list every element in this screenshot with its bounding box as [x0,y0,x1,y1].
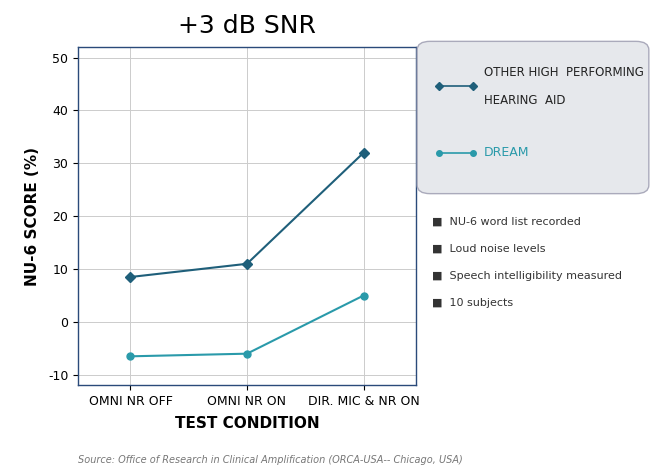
X-axis label: TEST CONDITION: TEST CONDITION [175,416,319,431]
Text: ■  10 subjects: ■ 10 subjects [432,298,514,308]
Title: +3 dB SNR: +3 dB SNR [178,14,316,38]
FancyBboxPatch shape [417,41,649,194]
Text: OTHER HIGH  PERFORMING: OTHER HIGH PERFORMING [484,66,644,79]
Text: ■  Speech intelligibility measured: ■ Speech intelligibility measured [432,271,622,281]
Text: Source: Office of Research in Clinical Amplification (ORCA-USA-- Chicago, USA): Source: Office of Research in Clinical A… [78,455,463,465]
Text: ■  NU-6 word list recorded: ■ NU-6 word list recorded [432,216,581,226]
Y-axis label: NU-6 SCORE (%): NU-6 SCORE (%) [25,147,40,286]
Text: DREAM: DREAM [484,146,529,159]
Text: HEARING  AID: HEARING AID [484,94,565,107]
Text: ■  Loud noise levels: ■ Loud noise levels [432,243,546,253]
